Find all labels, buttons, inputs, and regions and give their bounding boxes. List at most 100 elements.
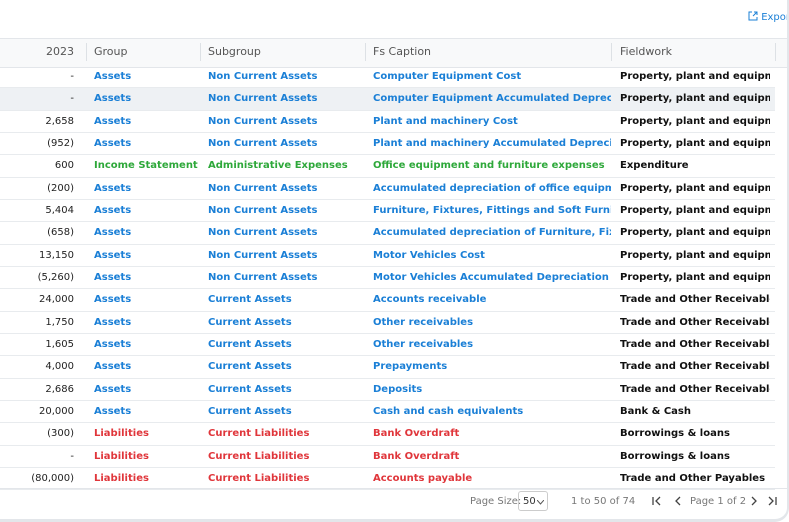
amount-cell: (300) [47, 428, 74, 440]
row-background [0, 289, 775, 312]
header-row [0, 38, 787, 68]
link-cell: Current Assets [208, 406, 292, 418]
link-cell: Current Liabilities [208, 473, 310, 485]
page-indicator: Page 1 of 2 [690, 496, 747, 507]
export-button[interactable]: Export [748, 11, 787, 23]
link-cell: Accounts payable [373, 473, 473, 485]
fieldwork-cell: Property, plant and equipme… [620, 138, 770, 150]
amount-cell: 13,150 [39, 249, 74, 261]
link-cell: Non Current Assets [208, 205, 318, 217]
link-cell: Plant and machinery Cost [373, 115, 518, 127]
link-cell: Current Liabilities [208, 450, 310, 462]
link-cell: Assets [94, 294, 132, 306]
row-background [0, 200, 775, 223]
column-separator [365, 43, 366, 61]
link-cell: Current Assets [208, 339, 292, 351]
last-page-button[interactable] [767, 496, 777, 506]
fieldwork-cell: Trade and Other Receivables [620, 294, 770, 306]
fieldwork-cell: Expenditure [620, 160, 689, 172]
dropdown-icon [537, 500, 544, 505]
link-cell: Non Current Assets [208, 249, 318, 261]
amount-cell: 5,404 [45, 205, 74, 217]
fieldwork-cell: Property, plant and equipme… [620, 227, 770, 239]
link-cell: Non Current Assets [208, 272, 318, 284]
link-cell: Assets [94, 205, 132, 217]
link-cell: Computer Equipment Cost [373, 71, 522, 83]
amount-cell: (200) [47, 182, 74, 194]
row-background [0, 66, 775, 89]
link-cell: Furniture, Fixtures, Fittings and Soft F… [373, 205, 611, 217]
fieldwork-cell: Property, plant and equipme… [620, 71, 770, 83]
amount-cell: - [70, 71, 74, 83]
link-cell: Assets [94, 383, 132, 395]
link-cell: Administrative Expenses [208, 160, 348, 172]
column-separator [775, 43, 776, 61]
amount-cell: 24,000 [39, 294, 74, 306]
row-background [0, 334, 775, 357]
link-cell: Assets [94, 71, 132, 83]
column-header: Fs Caption [373, 45, 432, 58]
fieldwork-cell: Trade and Other Receivables [620, 383, 770, 395]
fieldwork-cell: Property, plant and equipme… [620, 249, 770, 261]
link-cell: Deposits [373, 383, 423, 395]
row-background [0, 468, 775, 491]
link-cell: Non Current Assets [208, 115, 318, 127]
link-cell: Assets [94, 227, 132, 239]
first-page-button[interactable] [652, 496, 662, 506]
link-cell: Assets [94, 406, 132, 418]
link-cell: Non Current Assets [208, 227, 318, 239]
fieldwork-cell: Property, plant and equipme… [620, 93, 770, 105]
page-size-label: Page Size: [470, 496, 522, 507]
amount-cell: 600 [54, 160, 74, 172]
fieldwork-cell: Property, plant and equipme… [620, 272, 770, 284]
column-separator [200, 43, 201, 61]
column-header: Fieldwork [620, 45, 673, 58]
column-header: Group [94, 45, 128, 58]
amount-cell: (658) [47, 227, 74, 239]
next-page-button[interactable] [749, 496, 759, 506]
prev-page-button[interactable] [673, 496, 683, 506]
amount-cell: 2,686 [45, 383, 74, 395]
row-background [0, 222, 775, 245]
link-cell: Assets [94, 361, 132, 373]
page-size-select[interactable]: 50 [518, 491, 548, 511]
link-cell: Assets [94, 115, 132, 127]
fieldwork-cell: Bank & Cash [620, 406, 691, 418]
link-cell: Current Assets [208, 316, 292, 328]
amount-cell: - [70, 93, 74, 105]
link-cell: Current Assets [208, 383, 292, 395]
link-cell: Accumulated depreciation of Furniture, F… [373, 227, 611, 239]
amount-cell: 4,000 [45, 361, 74, 373]
amount-cell: 20,000 [39, 406, 74, 418]
row-background [0, 178, 775, 200]
link-cell: Current Assets [208, 361, 292, 373]
link-cell: Other receivables [373, 316, 474, 328]
link-cell: Prepayments [373, 361, 448, 373]
fieldwork-cell: Borrowings & loans [620, 428, 730, 440]
link-cell: Non Current Assets [208, 182, 318, 194]
fieldwork-cell: Borrowings & loans [620, 450, 730, 462]
link-cell: Liabilities [94, 473, 149, 485]
row-background [0, 379, 775, 401]
row-background [0, 423, 775, 446]
link-cell: Non Current Assets [208, 138, 318, 150]
link-cell: Income Statement [94, 160, 198, 172]
fieldwork-cell: Trade and Other Payables [620, 473, 766, 485]
fieldwork-cell: Trade and Other Receivables [620, 361, 770, 373]
link-cell: Bank Overdraft [373, 428, 460, 440]
link-cell: Motor Vehicles Cost [373, 249, 485, 261]
link-cell: Accounts receivable [373, 294, 487, 306]
row-range: 1 to 50 of 74 [571, 496, 636, 507]
link-cell: Assets [94, 316, 132, 328]
page-size-value: 50 [523, 496, 536, 507]
row-background [0, 401, 775, 424]
column-separator [611, 43, 612, 61]
link-cell: Bank Overdraft [373, 450, 460, 462]
link-cell: Office equipment and furniture expenses [373, 160, 605, 172]
fieldwork-cell: Property, plant and equipme… [620, 205, 770, 217]
column-header: 2023 [46, 45, 74, 58]
column-separator [86, 43, 87, 61]
link-cell: Motor Vehicles Accumulated Depreciation [373, 272, 609, 284]
